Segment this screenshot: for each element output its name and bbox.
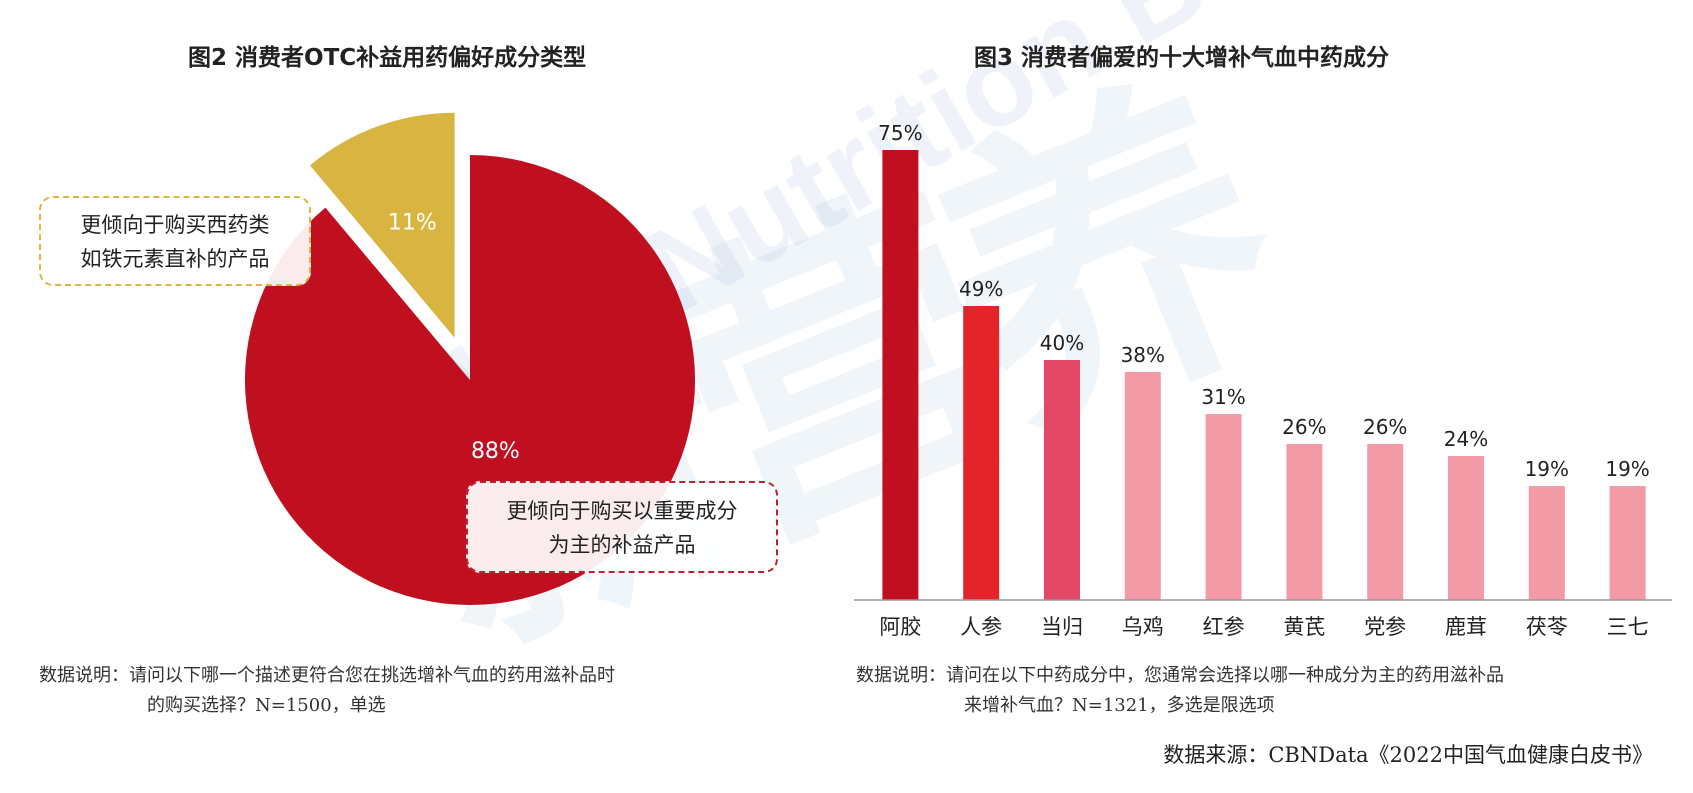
bar-value-label-0: 75%: [878, 121, 922, 145]
note-right-line1: 请问在以下中药成分中，您通常会选择以哪一种成分为主的药用滋补品: [946, 665, 1504, 686]
note-right-label: 数据说明：: [856, 665, 946, 686]
bar-7: [1448, 456, 1484, 600]
bar-category-label-7: 鹿茸: [1445, 615, 1487, 639]
bar-value-label-6: 26%: [1363, 415, 1407, 439]
bar-category-label-6: 党参: [1364, 615, 1406, 639]
bar-5: [1286, 444, 1323, 600]
callout-main-line2: 为主的补益产品: [548, 533, 696, 557]
bar-value-label-3: 38%: [1121, 343, 1165, 367]
bar-2: [1044, 360, 1080, 600]
bar-category-label-2: 当归: [1041, 615, 1083, 639]
pie-slice-label-1: 11%: [388, 210, 437, 235]
bar-value-label-7: 24%: [1444, 427, 1488, 451]
bar-9: [1609, 486, 1646, 600]
bar-category-label-5: 黄芪: [1283, 615, 1325, 639]
pie-slice-1: [309, 112, 455, 338]
bar-value-label-4: 31%: [1201, 385, 1245, 409]
bar-3: [1124, 372, 1161, 600]
pie-slice-label-0: 88%: [471, 439, 520, 464]
bar-6: [1367, 444, 1404, 600]
bar-value-label-5: 26%: [1282, 415, 1326, 439]
bar-0: [882, 150, 919, 600]
bar-value-label-8: 19%: [1525, 457, 1569, 481]
data-note-left: 数据说明：请问以下哪一个描述更符合您在挑选增补气血的药用滋补品时 的购买选择？N…: [39, 661, 615, 721]
bar-category-label-8: 茯苓: [1526, 615, 1568, 639]
data-note-right: 数据说明：请问在以下中药成分中，您通常会选择以哪一种成分为主的药用滋补品 来增补…: [856, 661, 1504, 721]
callout-western-medicine: 更倾向于购买西药类 如铁元素直补的产品: [39, 196, 311, 286]
callout-main-line1: 更倾向于购买以重要成分: [506, 499, 738, 523]
bar-8: [1528, 486, 1565, 600]
bar-category-label-4: 红参: [1203, 615, 1245, 639]
bar-value-label-1: 49%: [959, 277, 1003, 301]
bar-category-label-1: 人参: [960, 615, 1002, 639]
callout-tcm-ingredients: 更倾向于购买以重要成分 为主的补益产品: [466, 481, 778, 573]
data-source: 数据来源：CBNData《2022中国气血健康白皮书》: [1163, 743, 1653, 767]
bar-4: [1205, 414, 1242, 600]
note-left-label: 数据说明：: [39, 665, 129, 686]
note-left-line1: 请问以下哪一个描述更符合您在挑选增补气血的药用滋补品时: [129, 665, 615, 686]
bar-1: [963, 306, 1000, 600]
pie-chart-title: 图2 消费者OTC补益用药偏好成分类型: [188, 45, 587, 71]
bar-chart-title: 图3 消费者偏爱的十大增补气血中药成分: [974, 45, 1390, 71]
bar-category-label-9: 三七: [1607, 615, 1649, 639]
note-right-line2: 来增补气血？N=1321，多选是限选项: [964, 695, 1275, 716]
bar-value-label-9: 19%: [1605, 457, 1649, 481]
note-left-line2: 的购买选择？N=1500，单选: [147, 695, 386, 716]
callout-west-line1: 更倾向于购买西药类: [80, 213, 270, 237]
bar-category-label-0: 阿胶: [879, 615, 921, 639]
bar-value-label-2: 40%: [1040, 331, 1084, 355]
bar-category-label-3: 乌鸡: [1122, 615, 1164, 639]
callout-west-line2: 如铁元素直补的产品: [80, 247, 270, 271]
